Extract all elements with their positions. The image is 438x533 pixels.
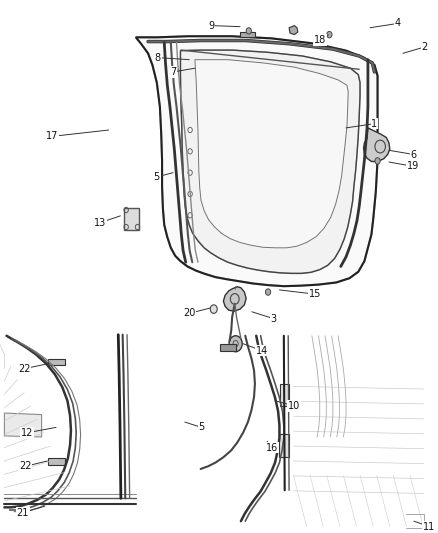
Text: 13: 13: [94, 218, 106, 228]
Text: 5: 5: [154, 172, 160, 182]
Text: 10: 10: [288, 401, 300, 411]
Polygon shape: [4, 413, 42, 437]
Text: 20: 20: [183, 309, 195, 318]
Polygon shape: [223, 287, 246, 311]
Polygon shape: [136, 36, 378, 286]
Circle shape: [210, 305, 217, 313]
Polygon shape: [124, 208, 139, 230]
Text: 7: 7: [170, 67, 176, 77]
Text: 11: 11: [423, 521, 435, 531]
Text: 22: 22: [18, 364, 30, 374]
Polygon shape: [180, 50, 360, 273]
Text: 2: 2: [422, 42, 428, 52]
Polygon shape: [364, 128, 390, 161]
Text: 19: 19: [406, 161, 419, 171]
Text: 14: 14: [256, 346, 268, 356]
Text: 22: 22: [19, 461, 32, 471]
Text: 15: 15: [309, 289, 321, 299]
Circle shape: [265, 289, 271, 295]
Circle shape: [375, 158, 380, 164]
Text: 12: 12: [21, 428, 33, 438]
Polygon shape: [280, 384, 289, 406]
Text: 8: 8: [155, 53, 161, 62]
Text: 17: 17: [46, 132, 58, 141]
Text: 1: 1: [371, 119, 378, 128]
Text: 21: 21: [17, 507, 29, 518]
Polygon shape: [289, 26, 298, 35]
Text: 6: 6: [411, 150, 417, 159]
Polygon shape: [48, 458, 65, 465]
Polygon shape: [220, 344, 236, 351]
Text: 4: 4: [395, 19, 401, 28]
Polygon shape: [240, 32, 255, 37]
Text: 16: 16: [266, 443, 279, 453]
Circle shape: [327, 31, 332, 38]
Text: 5: 5: [198, 423, 205, 432]
Text: 18: 18: [314, 35, 326, 45]
Polygon shape: [48, 359, 65, 365]
Polygon shape: [279, 434, 289, 457]
Text: 9: 9: [208, 21, 214, 30]
Circle shape: [229, 336, 242, 352]
Text: 3: 3: [271, 314, 277, 324]
Circle shape: [246, 28, 251, 34]
Polygon shape: [195, 60, 348, 248]
